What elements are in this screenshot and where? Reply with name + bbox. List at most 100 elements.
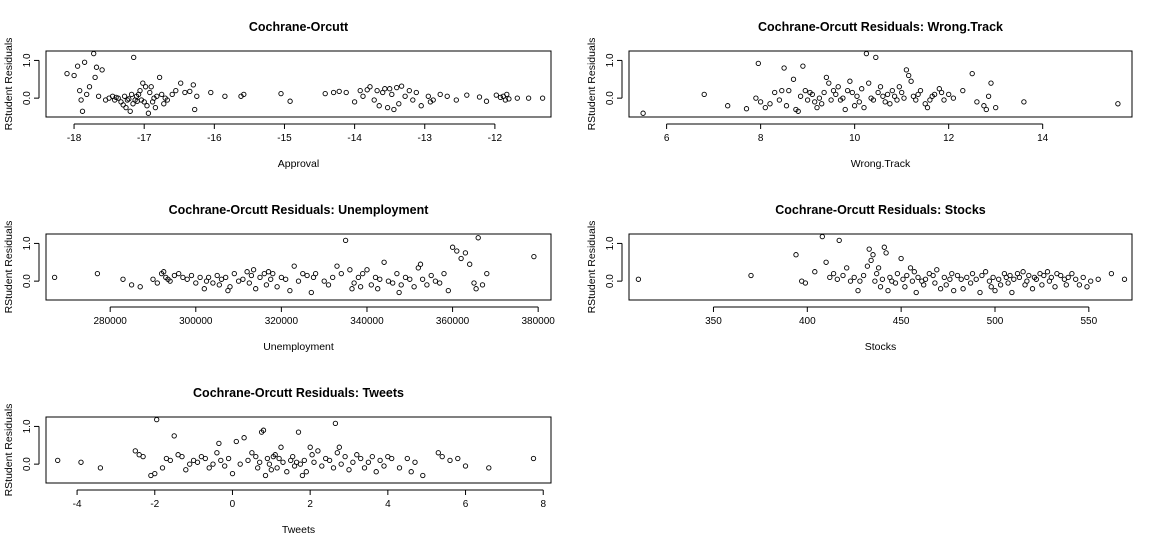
data-point — [960, 87, 966, 94]
data-point — [210, 461, 216, 467]
data-point — [776, 97, 783, 103]
data-point — [300, 270, 306, 277]
data-point — [350, 459, 356, 465]
data-point — [283, 276, 289, 282]
data-point — [755, 60, 761, 67]
data-point — [312, 270, 319, 277]
data-point — [1026, 272, 1032, 279]
data-point — [969, 70, 975, 77]
data-point — [150, 276, 156, 282]
data-point — [453, 97, 459, 103]
data-point — [992, 287, 998, 294]
data-point — [946, 91, 952, 98]
plot-title: Cochrane-Orcutt Residuals: Tweets — [193, 386, 404, 400]
x-tick-label: 12 — [943, 133, 955, 144]
data-point — [330, 465, 337, 471]
data-point — [885, 287, 891, 294]
data-point — [437, 280, 443, 286]
data-point — [338, 270, 344, 277]
data-point — [179, 453, 185, 460]
data-point — [880, 93, 886, 99]
data-point — [941, 274, 947, 281]
data-point — [77, 87, 83, 94]
data-point — [419, 276, 426, 282]
data-point — [493, 92, 499, 98]
data-point — [762, 104, 768, 111]
x-axis-label: Stocks — [865, 341, 897, 353]
data-point — [432, 278, 439, 284]
data-point — [171, 272, 178, 279]
data-point — [471, 280, 477, 286]
data-point — [783, 103, 790, 109]
data-point — [287, 287, 293, 294]
data-point — [334, 450, 340, 456]
data-point — [640, 110, 646, 116]
data-point — [349, 286, 355, 292]
data-point — [147, 89, 153, 96]
data-point — [358, 455, 364, 462]
x-tick-label: 350 — [705, 316, 722, 327]
data-point — [793, 252, 799, 258]
data-point — [833, 91, 839, 98]
data-point — [476, 94, 483, 100]
data-point — [819, 101, 825, 107]
data-point — [237, 461, 243, 467]
data-point — [246, 280, 252, 286]
data-point — [1041, 272, 1047, 279]
data-point — [291, 263, 297, 269]
data-point — [372, 274, 379, 281]
data-point — [123, 104, 129, 111]
data-point — [233, 438, 239, 445]
data-point — [1024, 278, 1030, 284]
data-point — [389, 455, 395, 462]
y-tick-label: 1.0 — [22, 53, 33, 67]
data-point — [437, 91, 443, 98]
data-point — [260, 427, 267, 433]
data-point — [257, 459, 263, 465]
data-point — [241, 435, 247, 441]
data-point — [753, 95, 759, 101]
data-point — [360, 93, 366, 99]
x-tick-label: 6 — [664, 133, 670, 144]
data-point — [127, 108, 133, 114]
data-point — [934, 267, 940, 273]
data-point — [864, 263, 871, 269]
data-point — [913, 289, 919, 296]
data-point — [915, 274, 921, 281]
data-point — [261, 270, 267, 277]
data-point — [875, 89, 881, 96]
data-point — [391, 106, 397, 113]
data-point — [223, 274, 229, 281]
data-point — [866, 246, 872, 252]
data-point — [218, 457, 224, 464]
data-point — [827, 274, 833, 281]
data-point — [161, 101, 167, 107]
data-point — [276, 455, 282, 462]
x-tick-label: -14 — [347, 133, 362, 144]
data-point — [351, 99, 358, 105]
data-point — [194, 93, 200, 99]
data-point — [241, 91, 247, 98]
data-point — [140, 453, 146, 460]
data-point — [99, 67, 105, 73]
plot-frame — [45, 50, 552, 118]
data-point — [973, 276, 979, 282]
data-point — [250, 267, 257, 273]
data-point — [967, 280, 974, 286]
data-point — [210, 280, 216, 286]
data-point — [879, 276, 886, 282]
data-point — [497, 94, 504, 101]
data-point — [844, 265, 850, 271]
y-axis-label: RStudent Residuals — [3, 221, 15, 314]
data-point — [417, 261, 424, 267]
data-point — [435, 450, 441, 456]
data-point — [1039, 282, 1045, 288]
x-tick-label: -4 — [73, 499, 82, 510]
data-point — [78, 97, 84, 103]
data-point — [140, 80, 146, 86]
data-point — [847, 278, 854, 284]
data-point — [365, 459, 372, 465]
data-point — [193, 280, 199, 286]
data-point — [274, 465, 280, 471]
